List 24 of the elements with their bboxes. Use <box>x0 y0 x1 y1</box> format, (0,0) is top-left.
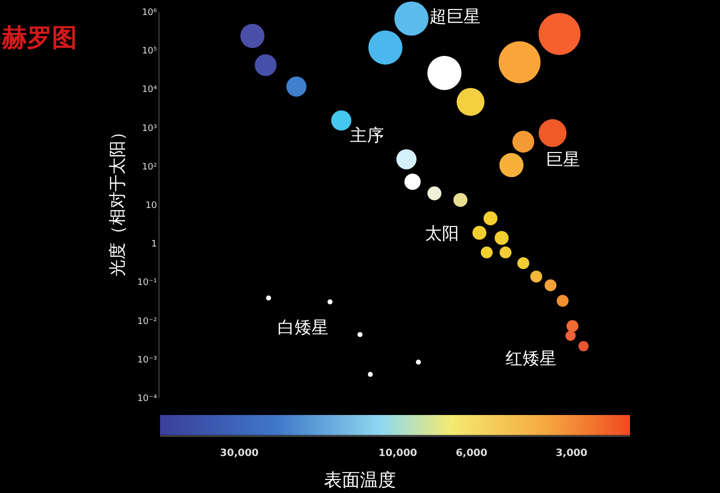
annotation: 红矮星 <box>506 349 556 369</box>
y-tick-label: 10⁻² <box>137 316 158 327</box>
text: 赫罗图 <box>1 23 77 52</box>
annotation: 巨星 <box>546 150 580 170</box>
x-axis-title: 表面温度 <box>324 470 396 491</box>
x-tick-label: 30,000 <box>220 448 259 459</box>
y-tick-label: 10² <box>142 162 158 172</box>
y-tick-label: 10 <box>146 201 158 211</box>
y-axis-title: 光度（相对于太阳） <box>108 124 128 276</box>
x-tick-label: 6,000 <box>456 448 488 459</box>
annotation: 主序 <box>350 126 384 146</box>
x-tick-label: 3,000 <box>556 448 588 459</box>
y-tick-label: 10⁻¹ <box>137 278 158 288</box>
x-tick-label: 10,000 <box>378 448 418 459</box>
annotation: 超巨星 <box>430 7 480 27</box>
y-tick-label: 10⁴ <box>142 85 158 96</box>
y-tick-label: 10⁶ <box>142 8 158 18</box>
annotation: 白矮星 <box>278 318 328 338</box>
annotation: 太阳 <box>425 224 459 244</box>
y-tick-label: 10³ <box>142 124 158 134</box>
y-tick-label: 1 <box>151 240 157 250</box>
y-tick-label: 10⁻³ <box>137 355 158 366</box>
y-tick-label: 10⁻⁴ <box>137 394 158 404</box>
y-tick-label: 10⁵ <box>142 46 158 57</box>
